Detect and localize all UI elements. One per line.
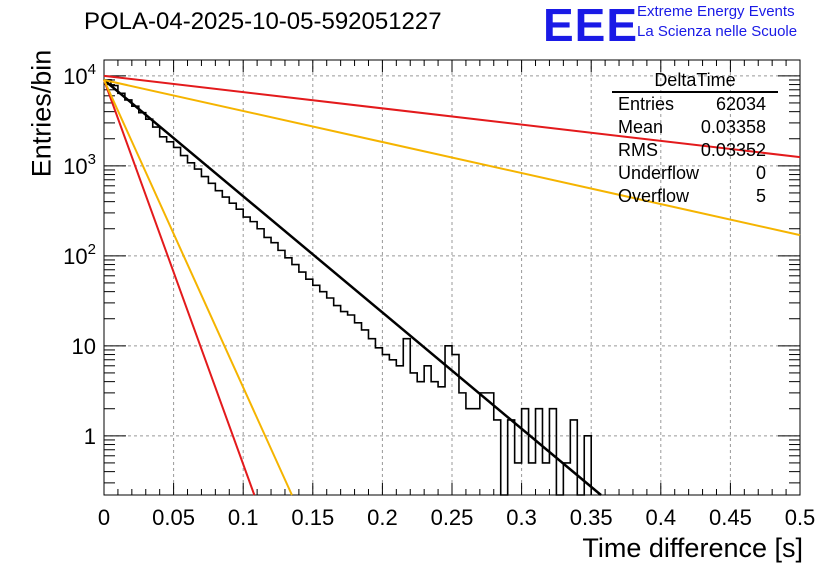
x-tick-label: 0 [98,505,110,530]
histogram-deltatime [104,79,592,496]
x-tick-label: 0.15 [291,505,334,530]
stats-row: Overflow 5 [610,185,778,208]
stats-row: Mean 0.03358 [610,116,778,139]
stats-label: Overflow [618,186,690,206]
chart-title: POLA-04-2025-10-05-592051227 [84,8,442,35]
x-tick-label: 0.1 [228,505,259,530]
stats-value: 62034 [715,94,766,114]
logo-line-1: Extreme Energy Events [637,3,795,20]
stats-label: Mean [618,117,664,137]
y-tick-label: 1 [84,424,96,449]
x-tick-label: 0.25 [431,505,474,530]
stats-label: Underflow [618,163,700,183]
stats-row: Entries 62034 [610,93,778,116]
stats-label: RMS [618,140,658,160]
series-red-flat [103,74,801,159]
stats-row: RMS 0.03352 [610,139,778,162]
stats-value: 0.03352 [700,140,766,160]
stats-box: DeltaTime Entries 62034 Mean 0.03358 RMS 0.… [610,70,778,208]
y-tick-label: 103 [63,151,96,179]
y-tick-label: 10 [72,334,96,359]
x-tick-label: 0.35 [570,505,613,530]
series-orange-steep [103,79,293,496]
x-tick-label: 0.05 [152,505,195,530]
x-axis-label: Time difference [s] [582,533,803,563]
stats-value: 0 [755,163,766,183]
stats-value: 5 [755,186,766,206]
x-tick-label: 0.45 [709,505,752,530]
stats-title: DeltaTime [612,70,778,93]
x-tick-label: 0.2 [367,505,398,530]
y-tick-label: 104 [63,61,96,89]
logo-line-2: La Scienza nelle Scuole [637,23,798,40]
series-fit [103,79,602,496]
stats-value: 0.03358 [700,117,766,137]
stats-label: Entries [618,94,675,114]
series-orange-flat [103,78,801,237]
x-tick-label: 0.5 [785,505,816,530]
y-tick-label: 102 [63,241,96,269]
eee-logo: EEE [543,0,639,51]
stats-row: Underflow 0 [610,162,778,185]
x-tick-label: 0.3 [506,505,537,530]
series-red-steep [103,79,256,496]
x-tick-label: 0.4 [646,505,677,530]
